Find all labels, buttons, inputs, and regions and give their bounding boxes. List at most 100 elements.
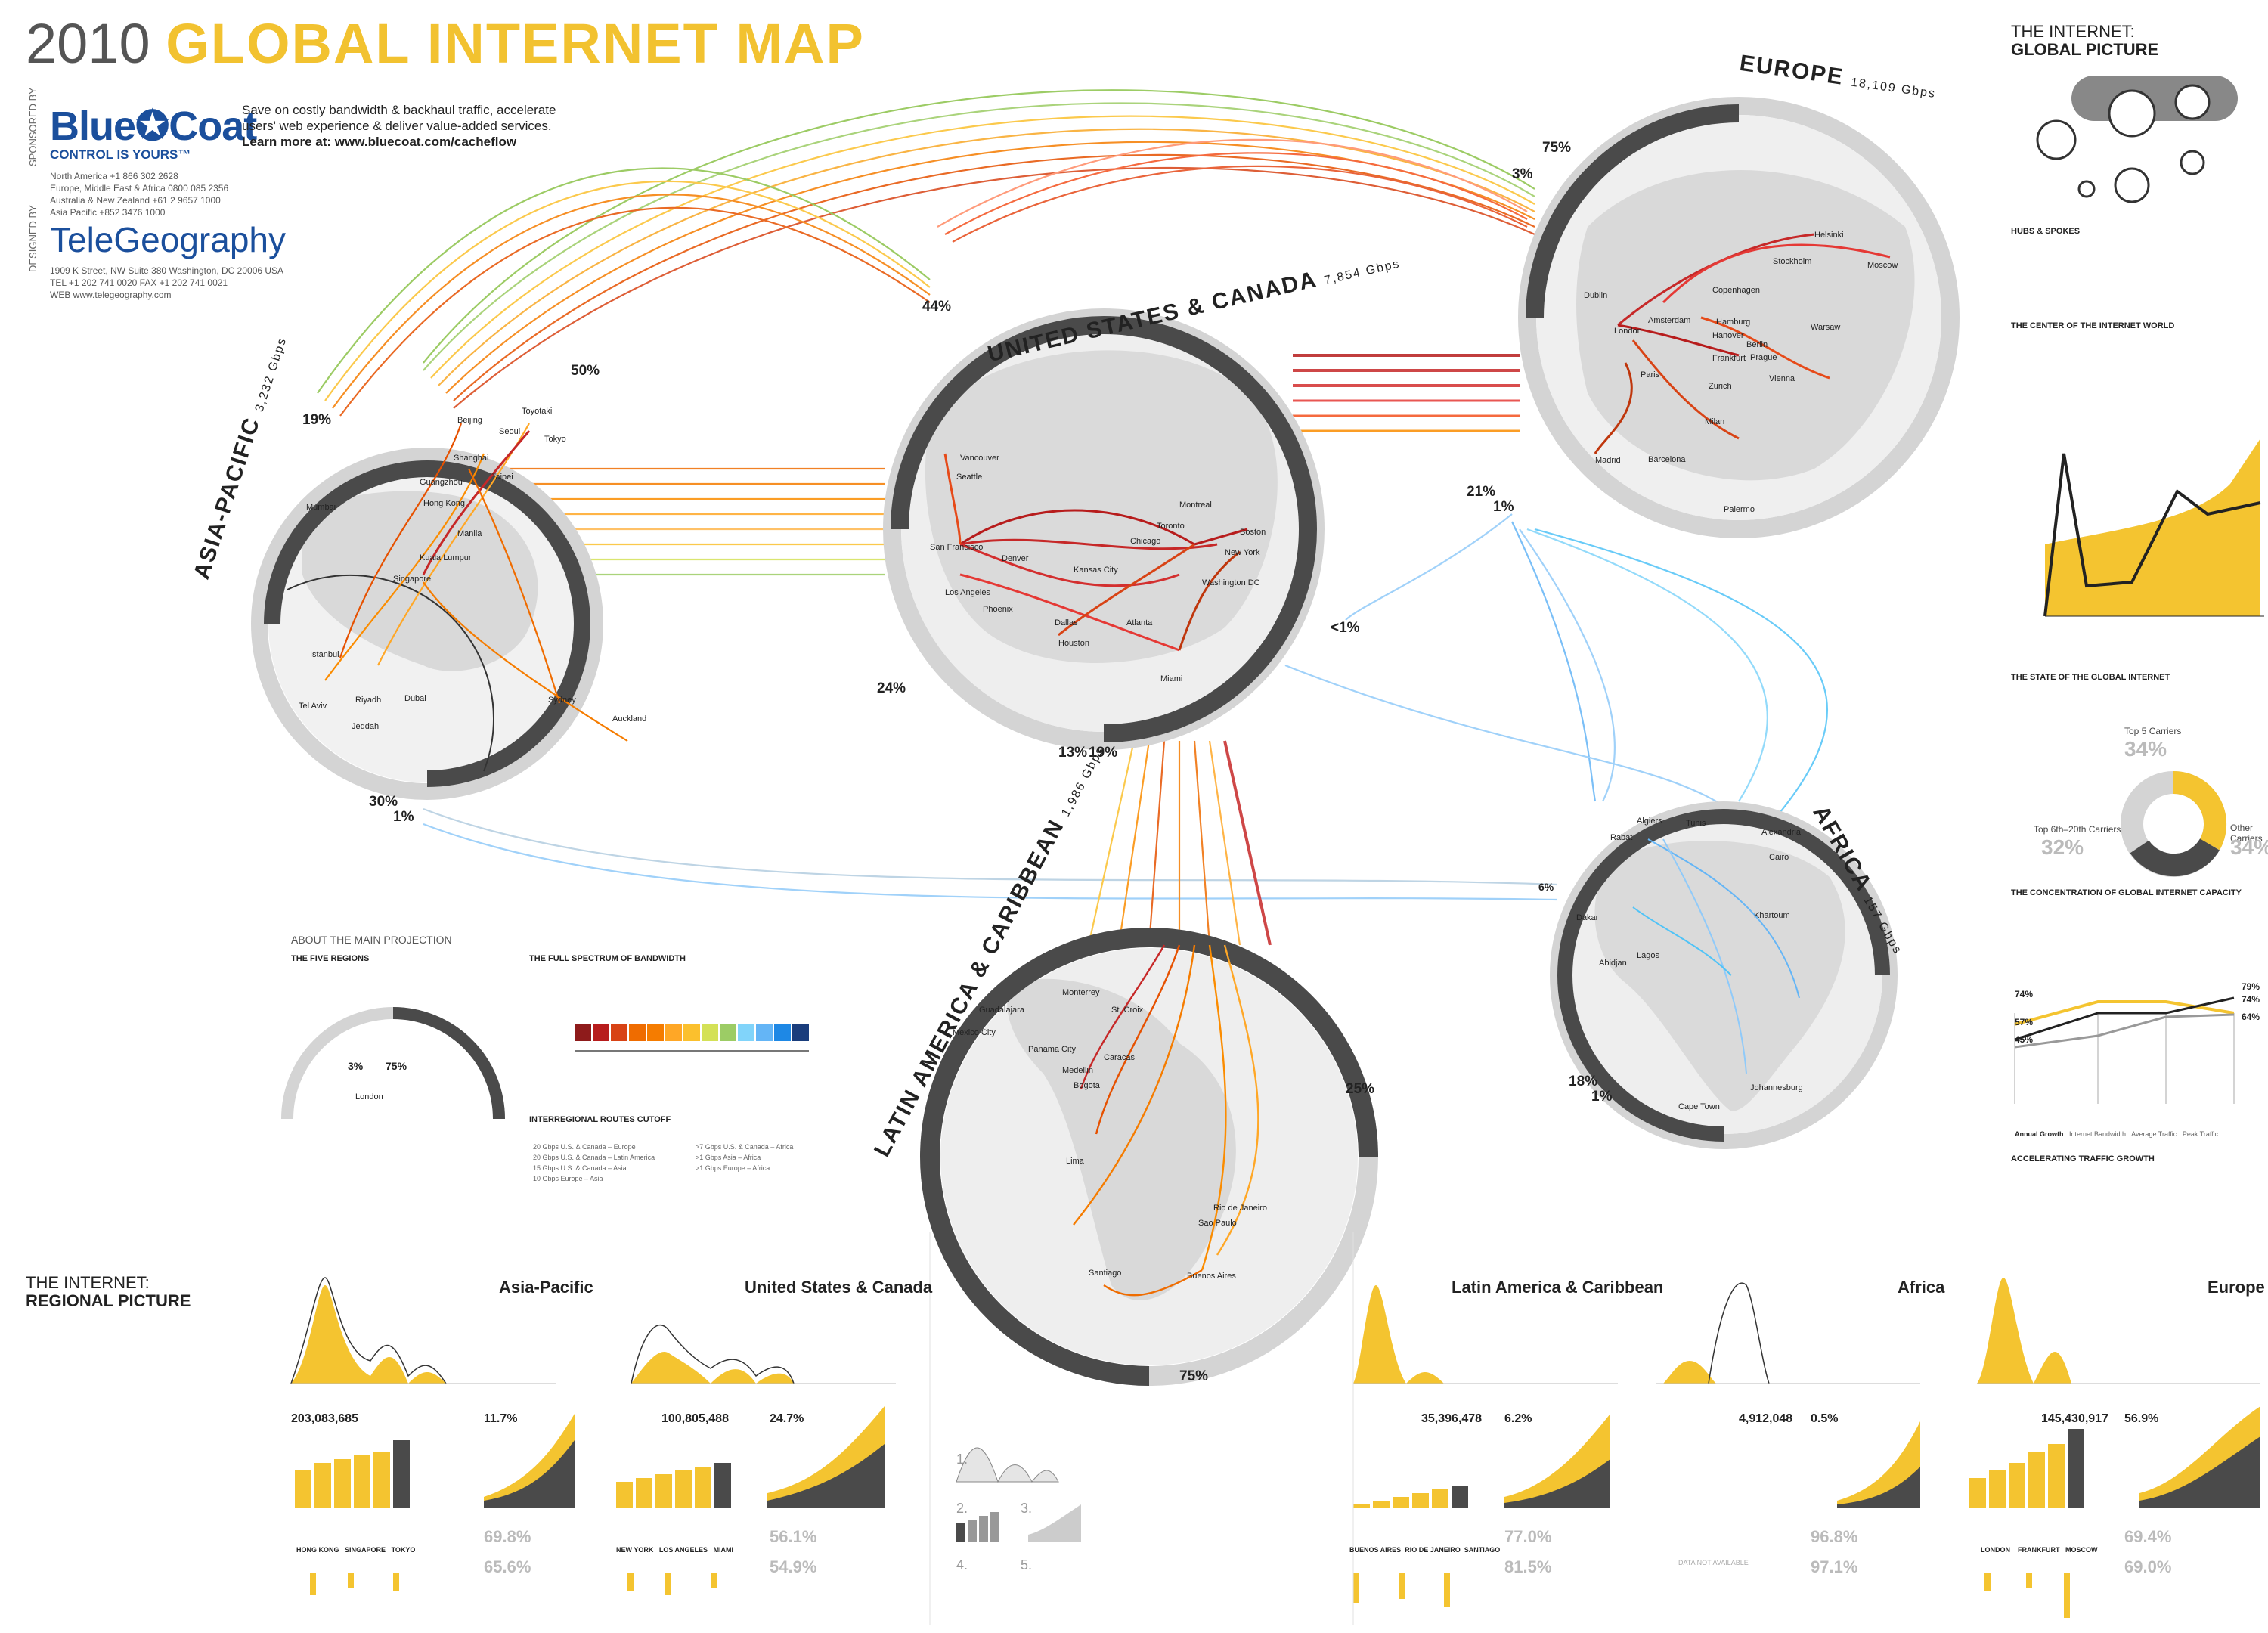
latam-circle <box>920 928 1378 1386</box>
city-label: Cape Town <box>1678 1102 1720 1111</box>
hub-spoke-diagram <box>2036 76 2238 203</box>
city-label: Abidjan <box>1599 959 1627 968</box>
traffic-growth-heading: ACCELERATING TRAFFIC GROWTH <box>2011 1154 2155 1164</box>
designer-logo[interactable]: TeleGeography <box>50 220 286 259</box>
city-label: Kansas City <box>1074 566 1118 575</box>
city-label: Hamburg <box>1716 318 1751 327</box>
city-label: Kuala Lumpur <box>420 553 472 562</box>
asia-pct-2: 50% <box>571 363 600 379</box>
city-label: London <box>1614 327 1642 336</box>
asia-pct-3: 30% <box>369 794 398 810</box>
city-label: Washington DC <box>1202 578 1260 587</box>
europe-subs: 145,430,917 <box>2041 1412 2108 1425</box>
us-regional-title: United States & Canada <box>745 1278 933 1297</box>
us-regional-chart <box>616 1324 896 1508</box>
city-label: Singapore <box>393 575 432 584</box>
us-share: 24.7% <box>770 1412 804 1425</box>
latam-cities: BUENOS AIRES RIO DE JANEIRO SANTIAGO <box>1349 1546 1501 1554</box>
city-label: Denver <box>1002 554 1029 563</box>
growth-val: 45% <box>2015 1034 2034 1045</box>
city-label: Prague <box>1750 353 1777 362</box>
city-label: Taipei <box>491 473 513 482</box>
africa-regional-title: Africa <box>1898 1278 1945 1297</box>
asia-cagr2: 65.6% <box>484 1557 531 1576</box>
growth-val: 57% <box>2015 1017 2034 1027</box>
asia-pacific-circle <box>251 423 628 800</box>
growth-val: 74% <box>2015 989 2034 999</box>
city-label: Berlin <box>1746 340 1768 349</box>
concentration-heading: THE CONCENTRATION OF GLOBAL INTERNET CAP… <box>2011 888 2242 897</box>
legend-num-3: 3. <box>1021 1501 1033 1516</box>
latam-cagr2: 81.5% <box>1504 1557 1552 1576</box>
city-label: Rio de Janeiro <box>1213 1204 1267 1213</box>
city-label: Toyotaki <box>522 407 553 416</box>
city-label: Panama City <box>1028 1045 1076 1054</box>
africa-subs: 4,912,048 <box>1739 1412 1793 1425</box>
city-label: Istanbul <box>310 650 339 659</box>
europe-pct-4: 1% <box>1493 499 1514 515</box>
latam-subs: 35,396,478 <box>1421 1412 1483 1425</box>
about-h2: THE FULL SPECTRUM OF BANDWIDTH <box>529 954 686 963</box>
city-label: Boston <box>1240 528 1266 537</box>
about-example-pct1: 3% <box>348 1060 364 1072</box>
city-label: Johannesburg <box>1750 1083 1803 1092</box>
city-label: Toronto <box>1157 522 1185 531</box>
latam-cagr1: 77.0% <box>1504 1527 1552 1546</box>
city-label: Riyadh <box>355 696 382 705</box>
sponsor-phones: North America +1 866 302 2628 Europe, Mi… <box>50 171 229 218</box>
city-label: Barcelona <box>1648 455 1686 464</box>
legend-num-2: 2. <box>956 1501 968 1516</box>
asia-cagr1: 69.8% <box>484 1527 531 1546</box>
asia-subs: 203,083,685 <box>291 1412 358 1425</box>
cutoff-list-2: >7 Gbps U.S. & Canada – Africa >1 Gbps A… <box>696 1143 794 1172</box>
city-label: Tokyo <box>544 435 566 444</box>
city-label: Hanover <box>1712 331 1744 340</box>
legend-num-5: 5. <box>1021 1557 1033 1573</box>
us-pct-2: 24% <box>877 680 906 696</box>
us-pct-5: <1% <box>1331 620 1360 636</box>
city-label: Dakar <box>1576 913 1599 922</box>
city-label: New York <box>1225 548 1260 557</box>
city-label: Lagos <box>1637 951 1659 960</box>
bandwidth-growth-chart <box>2043 438 2264 617</box>
us-pct-1: 44% <box>922 299 952 315</box>
about-example-ring <box>281 1007 505 1120</box>
about-h1: THE FIVE REGIONS <box>291 954 370 963</box>
europe-pct-3: 21% <box>1467 484 1496 500</box>
city-label: Paris <box>1641 370 1660 380</box>
city-label: Cairo <box>1769 853 1789 862</box>
city-label: Milan <box>1705 417 1725 426</box>
europe-cagr1: 69.4% <box>2124 1527 2172 1546</box>
africa-pct-1: 6% <box>1538 881 1554 893</box>
city-label: Atlanta <box>1126 618 1153 627</box>
city-label: Phoenix <box>983 605 1013 614</box>
designer-contact: 1909 K Street, NW Suite 380 Washington, … <box>50 265 284 300</box>
city-label: Khartoum <box>1754 911 1790 920</box>
city-label: Algiers <box>1637 816 1662 826</box>
mid-carriers-label: Top 6th–20th Carriers <box>2034 824 2121 835</box>
city-label: Auckland <box>612 714 647 724</box>
city-label: Sydney <box>548 696 576 705</box>
city-label: Chicago <box>1130 537 1161 546</box>
city-label: Santiago <box>1089 1269 1122 1278</box>
city-label: Buenos Aires <box>1187 1272 1236 1281</box>
us-pct-3: 13% <box>1058 745 1088 761</box>
latam-pct-2: 25% <box>1346 1081 1375 1097</box>
city-label: Manila <box>457 529 482 538</box>
legend-num-4: 4. <box>956 1557 968 1573</box>
city-label: Bogota <box>1074 1081 1100 1090</box>
sponsor-logo[interactable]: Blue✪Coat <box>50 104 257 149</box>
us-cagr2: 54.9% <box>770 1557 817 1576</box>
latam-regional-title: Latin America & Caribbean <box>1452 1278 1664 1297</box>
city-label: Montreal <box>1179 500 1212 510</box>
mid-carriers-pct: 32% <box>2041 835 2084 859</box>
us-subs: 100,805,488 <box>662 1412 729 1425</box>
city-label: Sao Paulo <box>1198 1219 1237 1228</box>
us-cities: NEW YORK LOS ANGELES MIAMI <box>616 1546 734 1554</box>
city-label: Seattle <box>956 473 983 482</box>
city-label: Vienna <box>1769 374 1796 383</box>
africa-regional-chart <box>1656 1282 1920 1508</box>
title-year: 2010 <box>26 12 150 75</box>
hubs-spokes-heading: HUBS & SPOKES <box>2011 227 2081 236</box>
